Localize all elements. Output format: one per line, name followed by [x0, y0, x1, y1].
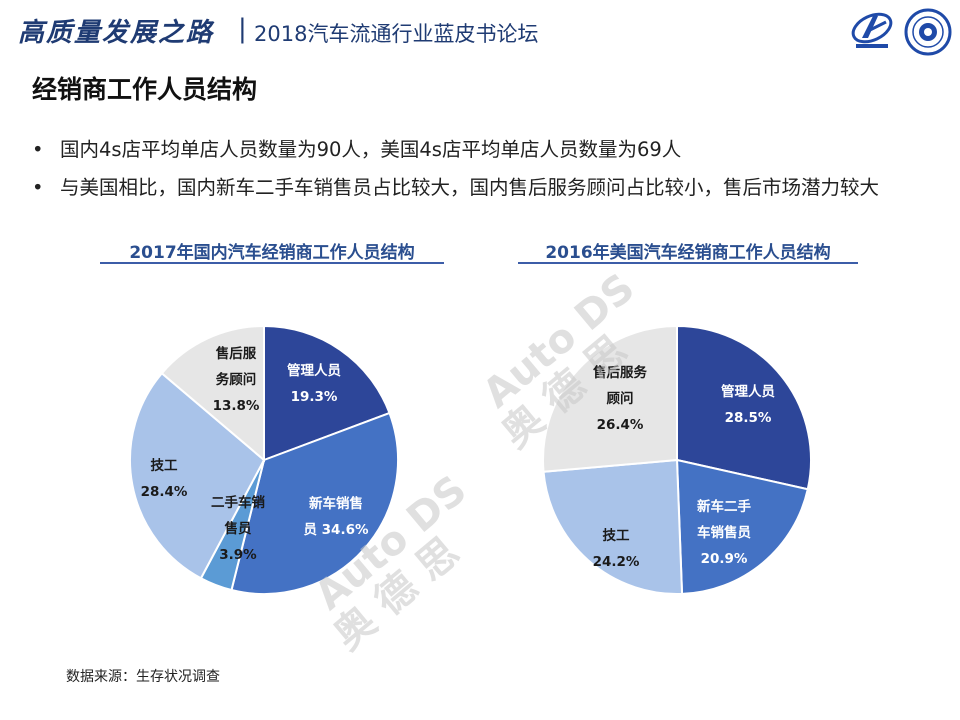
pie-slice [129, 371, 266, 580]
header-bar: 高质量发展之路 | 2018汽车流通行业蓝皮书论坛 [0, 0, 960, 62]
pie-slice [542, 324, 678, 473]
pie-slice [676, 324, 812, 491]
header-subtitle: 2018汽车流通行业蓝皮书论坛 [254, 22, 539, 46]
slice-label: 二手车销售员 3.9% [211, 494, 265, 563]
slice-label: 售后服务顾问 26.4% [592, 364, 647, 433]
pie-slice [230, 411, 399, 595]
slice-label: 售后服务顾问 13.8% [213, 345, 260, 414]
association-seal-icon [904, 8, 952, 56]
chart-title-underline [100, 262, 444, 264]
slice-label: 管理人员 19.3% [287, 362, 341, 405]
header-separator: | [238, 14, 247, 44]
bullet-marker: • [32, 138, 44, 161]
header-calligraphy-title: 高质量发展之路 [18, 18, 215, 48]
pie-slice [263, 324, 391, 462]
bullet-text: 与美国相比，国内新车二手车销售员占比较大，国内售后服务顾问占比较小，售后市场潜力… [60, 176, 880, 199]
page-title: 经销商工作人员结构 [32, 75, 258, 104]
pie-slice [160, 324, 265, 463]
chart-title-china: 2017年国内汽车经销商工作人员结构 [129, 243, 415, 263]
pie-slice [542, 458, 684, 595]
pie-slice [675, 458, 809, 595]
slice-label: 技工 24.2% [593, 527, 640, 570]
slice-label: 技工 28.4% [141, 457, 188, 500]
slice-label: 新车销售员 34.6% [303, 495, 369, 538]
bullet-text: 国内4s店平均单店人员数量为90人，美国4s店平均单店人员数量为69人 [60, 138, 682, 161]
chart-title-underline [518, 262, 858, 264]
bullet-marker: • [32, 176, 44, 199]
chart-title-usa: 2016年美国汽车经销商工作人员结构 [545, 243, 831, 263]
cada-logo-icon [851, 12, 893, 48]
source-note: 数据来源：生存状况调查 [66, 669, 220, 685]
slice-label: 管理人员 28.5% [721, 383, 775, 426]
slice-label: 新车二手车销售员 20.9% [697, 498, 751, 567]
